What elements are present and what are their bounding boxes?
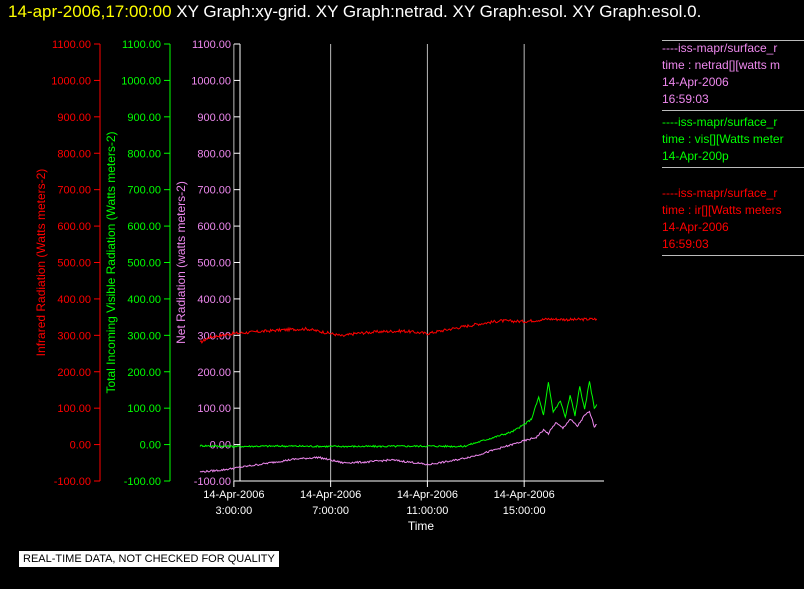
y-axis-label-2: Net Radiation (watts meters-2) (174, 181, 188, 344)
legend-line: 14-Apr-200p (662, 149, 729, 163)
x-tick-date: 14-Apr-2006 (203, 489, 264, 501)
legend-line: ----iss-mapr/surface_r (662, 41, 778, 55)
y-tick-label: 900.00 (127, 112, 161, 124)
legend-line: ----iss-mapr/surface_r (662, 186, 778, 200)
y-tick-label: 900.00 (57, 112, 91, 124)
y-tick-label: 500.00 (127, 258, 161, 270)
y-tick-label: 700.00 (57, 185, 91, 197)
x-tick-date: 14-Apr-2006 (494, 489, 555, 501)
y-axis-label-1: Total Incoming Visible Radiation (Watts … (104, 131, 118, 393)
y-tick-label: 600.00 (197, 221, 231, 233)
y-tick-label: 400.00 (197, 294, 231, 306)
y-tick-label: 500.00 (57, 258, 91, 270)
title-graphs: XY Graph:xy-grid. XY Graph:netrad. XY Gr… (176, 2, 702, 21)
y-tick-label: 1100.00 (52, 39, 91, 51)
y-tick-label: 100.00 (57, 403, 91, 415)
y-tick-label: 500.00 (197, 258, 231, 270)
y-tick-label: 0.00 (140, 440, 161, 452)
y-tick-label: 400.00 (127, 294, 161, 306)
y-tick-label: 300.00 (127, 330, 161, 342)
y-tick-label: 800.00 (197, 148, 231, 160)
y-tick-label: 200.00 (127, 367, 161, 379)
x-axis-label: Time (408, 519, 435, 533)
x-tick-date: 14-Apr-2006 (397, 489, 458, 501)
series-line-2 (199, 410, 597, 473)
legend-line: 16:59:03 (662, 92, 709, 106)
y-tick-label: 800.00 (127, 148, 161, 160)
y-tick-label: 100.00 (197, 403, 231, 415)
y-tick-label: 900.00 (197, 112, 231, 124)
legend-line: time : vis[][Watts meter (662, 132, 784, 146)
series-line-0 (199, 317, 598, 344)
y-tick-label: -100.00 (194, 476, 231, 488)
legend-line: time : ir[][Watts meters (662, 203, 782, 217)
y-tick-label: 300.00 (197, 330, 231, 342)
x-tick-date: 14-Apr-2006 (300, 489, 361, 501)
x-tick-time: 7:00:00 (312, 505, 349, 517)
legend-divider (662, 167, 804, 168)
title-date: 14-apr-2006,17:00:00 (8, 2, 172, 21)
legend-line: 16:59:03 (662, 237, 709, 251)
y-tick-label: 600.00 (57, 221, 91, 233)
x-tick-time: 11:00:00 (406, 505, 448, 517)
y-tick-label: -100.00 (54, 476, 91, 488)
y-tick-label: 1000.00 (51, 75, 91, 87)
legend-line: 14-Apr-2006 (662, 220, 729, 234)
legend-line: 14-Apr-2006 (662, 75, 729, 89)
y-tick-label: 800.00 (57, 148, 91, 160)
legend-top-divider (662, 40, 804, 41)
y-tick-label: 300.00 (57, 330, 91, 342)
title-bar: 14-apr-2006,17:00:00 XY Graph:xy-grid. X… (8, 2, 701, 22)
x-tick-time: 15:00:00 (503, 505, 546, 517)
y-tick-label: 400.00 (57, 294, 91, 306)
legend-line: time : netrad[][watts m (662, 58, 781, 72)
series-line-1 (199, 381, 598, 449)
legend-divider (662, 110, 804, 111)
y-tick-label: 1000.00 (121, 75, 161, 87)
y-tick-label: 1100.00 (192, 39, 231, 51)
y-tick-label: 700.00 (197, 185, 231, 197)
y-tick-label: 600.00 (127, 221, 161, 233)
y-tick-label: 200.00 (197, 367, 231, 379)
legend-line: ----iss-mapr/surface_r (662, 115, 778, 129)
y-tick-label: 1000.00 (191, 75, 231, 87)
y-tick-label: 700.00 (127, 185, 161, 197)
y-tick-label: -100.00 (124, 476, 161, 488)
y-tick-label: 200.00 (57, 367, 91, 379)
x-tick-time: 3:00:00 (216, 505, 253, 517)
y-tick-label: 1100.00 (122, 39, 161, 51)
y-tick-label: 100.00 (127, 403, 161, 415)
y-tick-label: 0.00 (70, 440, 91, 452)
legend-divider (662, 255, 804, 256)
quality-disclaimer: REAL-TIME DATA, NOT CHECKED FOR QUALITY (19, 551, 279, 567)
y-axis-label-0: Infrared Radiation (Watts meters-2) (34, 169, 48, 357)
